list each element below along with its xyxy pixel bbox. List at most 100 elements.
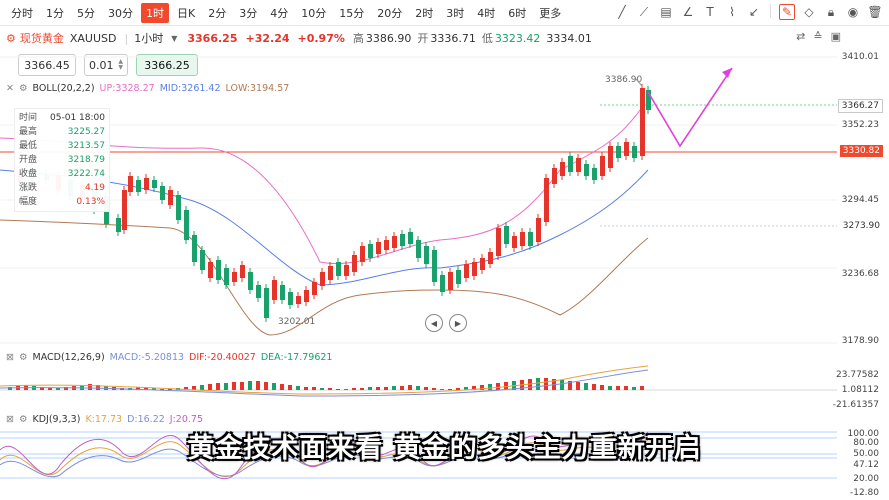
tf-tick[interactable]: 分时 — [11, 6, 33, 20]
candle-body — [600, 156, 605, 176]
macd-bar — [224, 383, 228, 390]
cross-price-tag: 3273.90 — [839, 220, 883, 232]
candle-body — [624, 142, 629, 156]
macd-bar — [48, 388, 52, 390]
macd-bar — [352, 388, 356, 390]
macd-bar — [392, 386, 396, 390]
tf-1h[interactable]: 1时 — [141, 2, 169, 23]
macd-bar — [416, 386, 420, 390]
tf-10m[interactable]: 10分 — [301, 6, 327, 20]
angle-icon[interactable]: ∠ — [682, 5, 694, 19]
bid-price-button[interactable]: 3366.25 — [136, 54, 198, 76]
interval-select[interactable]: 1小时 — [134, 32, 164, 45]
peak-marker — [635, 78, 643, 87]
tf-3h[interactable]: 3时 — [446, 6, 465, 20]
scroll-right-button[interactable]: ▶ — [449, 314, 467, 332]
kdj-tick: 80.00 — [853, 438, 879, 448]
candle-body — [296, 296, 301, 304]
collapse-icon[interactable]: ⊠ — [6, 352, 14, 363]
candle-body — [616, 146, 621, 158]
macd-bar — [640, 386, 644, 390]
settings-icon[interactable]: ⚙ — [18, 83, 28, 94]
macd-bar — [272, 383, 276, 390]
candle-body — [472, 262, 477, 276]
collapse-icon[interactable]: ✕ — [6, 83, 14, 94]
ask-price-button[interactable]: 3366.45 — [18, 54, 76, 76]
price-change-pct: +0.97% — [297, 31, 345, 45]
macd-bar — [560, 380, 564, 390]
candle-body — [424, 246, 429, 264]
candle-body — [136, 180, 141, 192]
tf-6h[interactable]: 6时 — [508, 6, 527, 20]
tf-5m[interactable]: 5分 — [77, 6, 95, 20]
indicator-icon[interactable]: ≙ — [813, 30, 823, 43]
tf-more[interactable]: 更多 — [539, 6, 562, 20]
collapse-icon[interactable]: ⊠ — [6, 414, 14, 425]
tf-30m[interactable]: 30分 — [108, 6, 133, 20]
candle-body — [336, 262, 341, 276]
ray-icon[interactable]: ⟋ — [639, 4, 649, 19]
text-tool-icon[interactable]: T — [706, 5, 714, 19]
settings-icon[interactable]: ⚙ — [18, 414, 28, 425]
macd-bar — [304, 387, 308, 390]
d-value: D:16.22 — [127, 414, 165, 425]
measure-icon[interactable]: ↙ — [748, 5, 760, 19]
screenshot-icon[interactable]: ▣ — [830, 30, 841, 43]
eraser-icon[interactable]: ◇ — [804, 5, 814, 19]
price-chart[interactable]: 3386.90 3202.01 — [0, 46, 837, 500]
tf-2m[interactable]: 2分 — [208, 6, 227, 20]
settings-icon[interactable]: ⚙ — [6, 31, 16, 45]
delete-icon[interactable]: 🗑︎ — [867, 5, 883, 19]
eye-icon[interactable]: ◉ — [847, 5, 859, 19]
tf-4m[interactable]: 4分 — [270, 6, 289, 20]
macd-bar — [208, 384, 212, 390]
macd-bar — [280, 384, 284, 390]
candle-body — [480, 258, 485, 270]
macd-bar — [472, 386, 476, 390]
macd-bar — [8, 387, 12, 390]
macd-bar — [384, 387, 388, 390]
video-caption: 黄金技术面来看 黄金的多头主力重新开启 — [187, 433, 702, 464]
tf-20m[interactable]: 20分 — [377, 6, 403, 20]
quantity-stepper[interactable]: 0.01 ▲ ▼ — [84, 54, 128, 76]
candle-body — [360, 246, 365, 262]
tf-1d[interactable]: 日K — [177, 6, 196, 20]
open-value: 3336.71 — [430, 31, 476, 45]
macd-bar — [320, 388, 324, 390]
chevron-down-icon[interactable]: ▼ — [171, 33, 178, 43]
candle-body — [456, 270, 461, 284]
candle-body — [568, 156, 573, 172]
tf-1m[interactable]: 1分 — [46, 6, 64, 20]
edit-icon[interactable]: ✎ — [779, 4, 795, 20]
fib-icon[interactable]: ▤ — [660, 5, 672, 19]
tf-4h[interactable]: 4时 — [477, 6, 496, 20]
macd-bar — [336, 389, 340, 390]
macd-bar — [488, 384, 492, 390]
candle-body — [416, 240, 421, 258]
tf-15m[interactable]: 15分 — [339, 6, 365, 20]
macd-tick: 23.77582 — [836, 370, 879, 380]
candle-body — [288, 292, 293, 305]
macd-bar — [536, 378, 540, 390]
lock-icon[interactable]: 🔒︎ — [827, 4, 835, 19]
kdj-tick: 47.12 — [853, 460, 879, 470]
j-value: J:20.75 — [169, 414, 203, 425]
tf-3m[interactable]: 3分 — [239, 6, 258, 20]
trendline-icon[interactable]: ╱ — [618, 5, 626, 19]
symbol-bar: ⚙ 现货黄金 XAUUSD | 1小时 ▼ 3366.25 +32.24 +0.… — [6, 30, 598, 46]
scroll-left-button[interactable]: ◀ — [425, 314, 443, 332]
candle-body — [632, 146, 637, 158]
symbol-name[interactable]: 现货黄金 — [19, 32, 64, 45]
compare-icon[interactable]: ⇄ — [796, 30, 806, 43]
kdj-tick: -12.80 — [849, 488, 879, 498]
path-icon[interactable]: ⌇ — [729, 5, 735, 19]
candle-body — [216, 260, 221, 280]
kdj-tick: 50.00 — [853, 449, 879, 459]
k-line — [0, 439, 649, 478]
macd-bar — [440, 389, 444, 390]
settings-icon[interactable]: ⚙ — [18, 352, 28, 363]
price-axis[interactable]: 3410.01 3366.27 3352.23 3330.82 3294.45 … — [833, 46, 889, 500]
tf-2h[interactable]: 2时 — [415, 6, 434, 20]
info-row-open: 开盘 3218.79 — [19, 155, 105, 165]
stepper-arrows-icon[interactable]: ▲ ▼ — [118, 58, 123, 71]
